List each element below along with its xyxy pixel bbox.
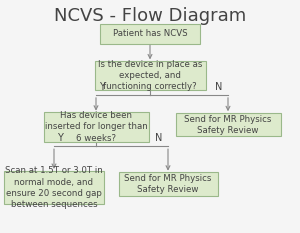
Text: NCVS - Flow Diagram: NCVS - Flow Diagram (54, 7, 246, 25)
Text: Y: Y (99, 82, 105, 92)
Text: Y: Y (57, 134, 63, 143)
Text: Has device been
inserted for longer than
6 weeks?: Has device been inserted for longer than… (45, 111, 147, 143)
Text: Scan at 1.5T or 3.0T in
normal mode, and
ensure 20 second gap
between sequences: Scan at 1.5T or 3.0T in normal mode, and… (5, 166, 103, 209)
FancyBboxPatch shape (118, 172, 218, 196)
FancyBboxPatch shape (44, 112, 148, 141)
FancyBboxPatch shape (4, 171, 103, 205)
FancyBboxPatch shape (94, 61, 206, 90)
FancyBboxPatch shape (176, 113, 280, 136)
Text: Send for MR Physics
Safety Review: Send for MR Physics Safety Review (124, 174, 212, 194)
Text: Is the device in place as
expected, and
functioning correctly?: Is the device in place as expected, and … (98, 60, 202, 91)
Text: N: N (214, 82, 222, 92)
Text: Send for MR Physics
Safety Review: Send for MR Physics Safety Review (184, 115, 272, 135)
FancyBboxPatch shape (100, 24, 200, 44)
Text: N: N (154, 134, 162, 143)
Text: Patient has NCVS: Patient has NCVS (113, 29, 187, 38)
